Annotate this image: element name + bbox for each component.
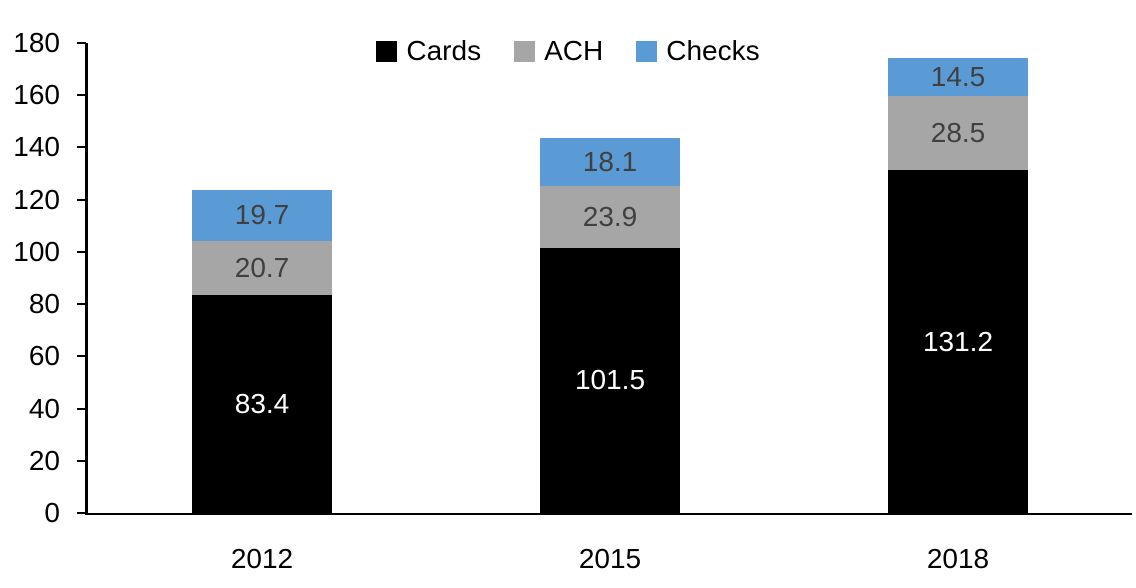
x-axis-line [85, 513, 1132, 515]
y-axis-tick [77, 146, 86, 148]
bar-segment-checks-2015: 18.1 [540, 138, 680, 186]
legend-marker-ach-icon [514, 40, 536, 62]
bar-value-label: 18.1 [582, 145, 638, 177]
bar-value-label: 28.5 [930, 117, 986, 149]
legend-item-cards: Cards [376, 35, 481, 67]
y-axis-line [85, 43, 88, 515]
y-axis-tick [77, 512, 86, 514]
y-axis-tick [77, 460, 86, 462]
bar-value-label: 20.7 [234, 252, 290, 284]
y-tick-label: 180 [13, 27, 60, 58]
bar-segment-ach-2018: 28.5 [888, 96, 1028, 171]
bar-segment-cards-2012: 83.4 [192, 295, 332, 513]
bar-value-label: 23.9 [582, 200, 638, 232]
bar-value-label: 131.2 [922, 325, 994, 357]
y-tick-label: 0 [44, 497, 60, 528]
y-tick-label: 160 [13, 79, 60, 110]
legend-label: Checks [666, 35, 760, 66]
y-axis-tick [77, 355, 86, 357]
bar-segment-cards-2018: 131.2 [888, 170, 1028, 513]
bar-segment-cards-2015: 101.5 [540, 247, 680, 513]
bar-value-label: 19.7 [234, 199, 290, 231]
bar-segment-checks-2012: 19.7 [192, 189, 332, 242]
y-tick-label: 80 [28, 288, 60, 319]
legend-label: Cards [406, 35, 482, 66]
chart-legend: Cards ACH Checks [0, 34, 1136, 68]
bar-segment-checks-2018: 14.5 [888, 58, 1028, 96]
legend-item-checks: Checks [636, 35, 760, 67]
y-axis-tick [77, 42, 86, 44]
legend-marker-checks-icon [636, 40, 658, 62]
y-axis-tick [77, 94, 86, 96]
bar-value-label: 83.4 [234, 388, 290, 420]
legend-label: ACH [544, 35, 604, 66]
bar-value-label: 101.5 [574, 364, 646, 396]
legend-marker-cards-icon [376, 40, 398, 62]
x-tick-label: 2018 [926, 543, 990, 574]
y-tick-label: 120 [13, 184, 60, 215]
legend-item-ach: ACH [514, 35, 603, 67]
x-tick-label: 2015 [578, 543, 642, 574]
y-axis-tick [77, 251, 86, 253]
bar-segment-ach-2012: 20.7 [192, 241, 332, 296]
y-axis-tick [77, 408, 86, 410]
y-tick-label: 60 [28, 340, 60, 371]
y-tick-label: 100 [13, 236, 60, 267]
bar-segment-ach-2015: 23.9 [540, 185, 680, 248]
bar-value-label: 14.5 [930, 61, 986, 93]
y-axis-tick [77, 199, 86, 201]
y-tick-label: 140 [13, 131, 60, 162]
x-tick-label: 2012 [230, 543, 294, 574]
y-tick-label: 20 [28, 445, 60, 476]
y-axis-tick [77, 303, 86, 305]
y-tick-label: 40 [28, 393, 60, 424]
